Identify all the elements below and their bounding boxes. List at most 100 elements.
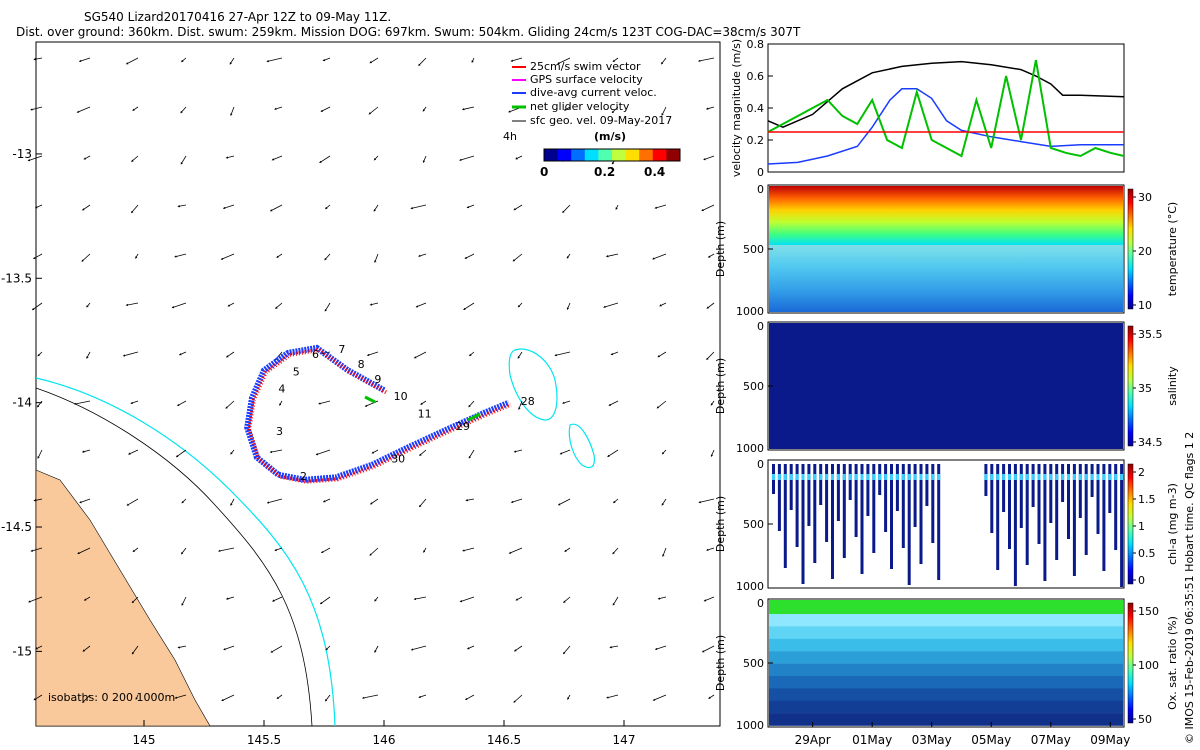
- geo-velocity-arrow: [275, 302, 283, 309]
- chlorophyll-profile: [1025, 464, 1029, 565]
- geo-velocity-arrow: [418, 498, 427, 508]
- geo-velocity-arrow: [225, 596, 235, 600]
- geo-velocity-arrow: [225, 351, 235, 358]
- velocity-series-line: [767, 59, 1125, 158]
- chlorophyll-maximum: [1031, 474, 1035, 480]
- geo-velocity-arrow: [466, 645, 475, 650]
- geo-velocity-arrow: [271, 596, 283, 602]
- geo-velocity-arrow: [422, 106, 427, 112]
- geo-velocity-arrow: [652, 253, 667, 260]
- map-ytick-label: -13: [12, 147, 32, 161]
- geo-velocity-arrow: [180, 106, 187, 114]
- chlorophyll-profile: [795, 464, 799, 547]
- geo-velocity-arrow: [656, 400, 667, 409]
- geo-velocity-arrow: [82, 694, 91, 704]
- geo-velocity-arrow: [468, 351, 475, 357]
- geo-velocity-arrow: [459, 155, 475, 161]
- legend-net: net glider velocity: [530, 100, 630, 113]
- geo-velocity-arrow: [266, 57, 283, 63]
- map-xtick-label: 147: [613, 733, 636, 747]
- geo-velocity-arrow: [81, 204, 91, 211]
- depth-tick-label: 1000: [736, 719, 764, 732]
- land-mass: [35, 469, 211, 727]
- temperature-field-upper: [769, 186, 1123, 246]
- colorbar-tick-label: 100: [1138, 659, 1159, 672]
- chlorophyll-maximum: [907, 474, 911, 480]
- oxygen-colorbar-label: Ox. sat. ratio (%): [1166, 616, 1179, 710]
- geo-velocity-arrow: [130, 400, 139, 405]
- depth-tick-label: 1000: [736, 442, 764, 455]
- oxygen-depth-band: [769, 688, 1123, 701]
- chlorophyll-maximum: [1078, 474, 1082, 480]
- colorbar-frame: [543, 148, 681, 162]
- geo-velocity-arrow: [320, 547, 331, 554]
- velocity-series-line: [767, 60, 1125, 129]
- colorbar-segment: [625, 149, 640, 161]
- geo-velocity-arrow: [463, 302, 475, 310]
- geo-velocity-arrow: [368, 106, 379, 115]
- temperature-colorbar: [1127, 188, 1134, 310]
- chlorophyll-maximum: [848, 474, 852, 480]
- colorbar-tick-label: 1.5: [1138, 493, 1156, 506]
- track-day-label: 7: [338, 343, 345, 356]
- geo-velocity-arrow: [125, 302, 139, 307]
- chlorophyll-maximum: [795, 474, 799, 480]
- geo-velocity-arrow: [661, 106, 667, 116]
- geo-velocity-arrow: [217, 547, 235, 552]
- geo-velocity-arrow: [318, 400, 331, 405]
- colorbar-tick-label: 34.5: [1138, 436, 1163, 449]
- geo-velocity-arrow: [706, 302, 715, 309]
- chlorophyll-maximum: [1120, 474, 1124, 480]
- colorbar-tick-label: 2: [1138, 466, 1145, 479]
- geo-velocity-arrow: [35, 645, 43, 650]
- geo-velocity-arrow: [608, 400, 619, 406]
- geo-velocity-arrow: [276, 253, 283, 258]
- geo-velocity-arrow: [415, 302, 427, 308]
- chlorophyll-profile: [1055, 464, 1059, 560]
- chlorophyll-maximum: [1013, 474, 1017, 480]
- chlorophyll-maximum: [789, 474, 793, 480]
- geo-velocity-arrow: [131, 645, 139, 655]
- colorbar-tick-label: 30: [1138, 191, 1152, 204]
- geo-velocity-arrow: [661, 449, 667, 455]
- geo-velocity-arrow: [410, 204, 427, 210]
- geo-velocity-arrow: [274, 547, 283, 552]
- colorbar-tick-label: 50: [1138, 713, 1152, 726]
- chlorophyll-maximum: [990, 474, 994, 480]
- depth-tick-label: 500: [743, 518, 764, 531]
- depth-axis-label: Depth (m): [714, 635, 727, 691]
- geo-velocity-arrow: [419, 449, 427, 456]
- time-xtick-label: 29Apr: [795, 733, 831, 747]
- geo-velocity-arrow: [180, 155, 187, 165]
- geo-velocity-arrow: [175, 449, 187, 458]
- depth-tick-label: 500: [743, 380, 764, 393]
- geo-velocity-arrow: [554, 351, 571, 357]
- velocity-ytick-label: 0.8: [747, 38, 765, 51]
- depth-tick-label: 500: [743, 243, 764, 256]
- chlorophyll-profile: [895, 464, 899, 511]
- geo-velocity-arrow: [517, 302, 523, 308]
- geo-velocity-arrow: [466, 204, 475, 209]
- geo-velocity-arrow: [171, 302, 187, 309]
- colorbar-segment: [666, 149, 681, 161]
- chlorophyll-maximum: [1025, 474, 1029, 480]
- chlorophyll-maximum: [1037, 474, 1041, 480]
- velocity-series-line: [767, 88, 1124, 165]
- velocity-ytick-label: 0.6: [747, 70, 765, 83]
- chlorophyll-maximum: [860, 474, 864, 480]
- geo-velocity-arrow: [612, 547, 619, 555]
- geo-velocity-arrow: [657, 351, 667, 358]
- oxygen-depth-band: [769, 614, 1123, 627]
- geo-velocity-arrow: [76, 106, 91, 113]
- chlorophyll-profile: [1061, 464, 1065, 502]
- colorbar-segment: [612, 149, 626, 161]
- colorbar-segment: [584, 149, 599, 161]
- geo-velocity-arrow: [82, 645, 91, 652]
- chlorophyll-maximum: [878, 474, 882, 480]
- geo-velocity-arrow: [132, 106, 139, 111]
- oxygen-colorbar: [1127, 602, 1134, 724]
- geo-velocity-arrow: [83, 596, 91, 601]
- geo-velocity-arrow: [33, 694, 43, 701]
- chlorophyll-maximum: [1055, 474, 1059, 480]
- geo-velocity-arrow: [34, 204, 43, 209]
